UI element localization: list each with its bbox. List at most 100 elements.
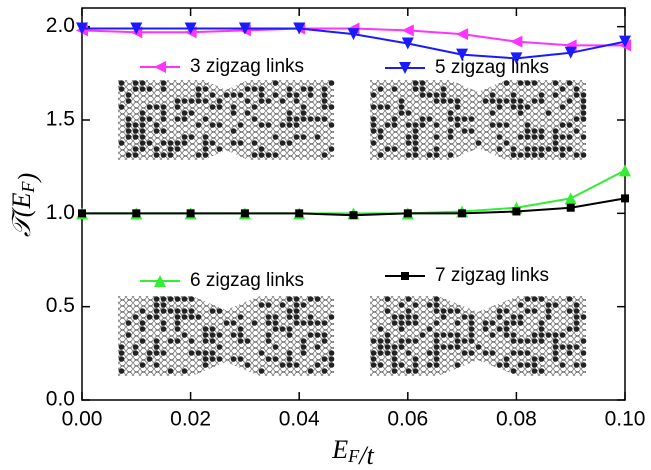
dark-site [160, 86, 167, 92]
dark-site [195, 350, 202, 356]
dark-site [209, 140, 216, 146]
dark-site [538, 128, 545, 134]
dark-site [475, 140, 482, 146]
dark-site [517, 320, 524, 326]
dark-site [146, 356, 153, 362]
dark-site [405, 320, 412, 326]
dark-site [237, 338, 244, 344]
dark-site [412, 134, 419, 140]
dark-site [538, 356, 545, 362]
dark-site [405, 308, 412, 314]
dark-site [503, 356, 510, 362]
dark-site [146, 104, 153, 110]
dark-site [258, 152, 265, 158]
dark-site [300, 302, 307, 308]
dark-site [447, 98, 454, 104]
dark-site [412, 356, 419, 362]
dark-site [531, 152, 538, 158]
dark-site [552, 134, 559, 140]
dark-site [258, 92, 265, 98]
dark-site [510, 368, 517, 374]
dark-site [202, 356, 209, 362]
dark-site [482, 350, 489, 356]
dark-site [202, 146, 209, 152]
dark-site [426, 326, 433, 332]
data-point [564, 192, 577, 205]
dark-site [489, 122, 496, 128]
legend-marker [401, 272, 409, 280]
dark-site [307, 332, 314, 338]
dark-site [153, 362, 160, 368]
dark-site [300, 134, 307, 140]
dark-site [433, 152, 440, 158]
dark-site [370, 122, 377, 128]
dark-site [286, 356, 293, 362]
dark-site [188, 296, 195, 302]
dark-site [272, 92, 279, 98]
dark-site [538, 320, 545, 326]
dark-site [524, 104, 531, 110]
dark-site [202, 326, 209, 332]
dark-site [153, 152, 160, 158]
dark-site [237, 326, 244, 332]
dark-site [391, 146, 398, 152]
dark-site [321, 356, 328, 362]
dark-site [321, 92, 328, 98]
dark-site [559, 332, 566, 338]
dark-site [321, 104, 328, 110]
dark-site [321, 320, 328, 326]
data-point [510, 35, 523, 48]
dark-site [174, 338, 181, 344]
dark-site [251, 140, 258, 146]
dark-site [244, 86, 251, 92]
dark-site [552, 140, 559, 146]
y-tick-label: 1.5 [46, 108, 75, 131]
dark-site [489, 92, 496, 98]
dark-site [398, 104, 405, 110]
dark-site [566, 98, 573, 104]
dark-site [160, 152, 167, 158]
dark-site [230, 128, 237, 134]
dark-site [433, 98, 440, 104]
dark-site [447, 332, 454, 338]
dark-site [510, 314, 517, 320]
dark-site [300, 110, 307, 116]
dark-site [531, 128, 538, 134]
data-point [401, 37, 414, 50]
dark-site [538, 326, 545, 332]
dark-site [230, 332, 237, 338]
dark-site [391, 356, 398, 362]
dark-site [370, 104, 377, 110]
dark-site [230, 104, 237, 110]
dark-site [181, 134, 188, 140]
dark-site [279, 122, 286, 128]
dark-site [391, 344, 398, 350]
dark-site [447, 152, 454, 158]
dark-site [202, 134, 209, 140]
dark-site [258, 98, 265, 104]
dark-site [139, 140, 146, 146]
dark-site [370, 338, 377, 344]
dark-site [531, 362, 538, 368]
dark-site [209, 122, 216, 128]
dark-site [286, 92, 293, 98]
dark-site [482, 326, 489, 332]
dark-site [181, 308, 188, 314]
dark-site [503, 98, 510, 104]
dark-site [258, 368, 265, 374]
dark-site [181, 110, 188, 116]
dark-site [545, 302, 552, 308]
dark-site [433, 362, 440, 368]
dark-site [503, 140, 510, 146]
legend-label: 5 zigzag links [435, 57, 549, 78]
dark-site [552, 146, 559, 152]
dark-site [503, 326, 510, 332]
x-tick-label: 0.04 [279, 408, 320, 431]
dark-site [153, 344, 160, 350]
data-point [619, 35, 631, 48]
dark-site [559, 122, 566, 128]
data-point [347, 28, 360, 41]
dark-site [293, 296, 300, 302]
dark-site [223, 320, 230, 326]
dark-site [552, 338, 559, 344]
